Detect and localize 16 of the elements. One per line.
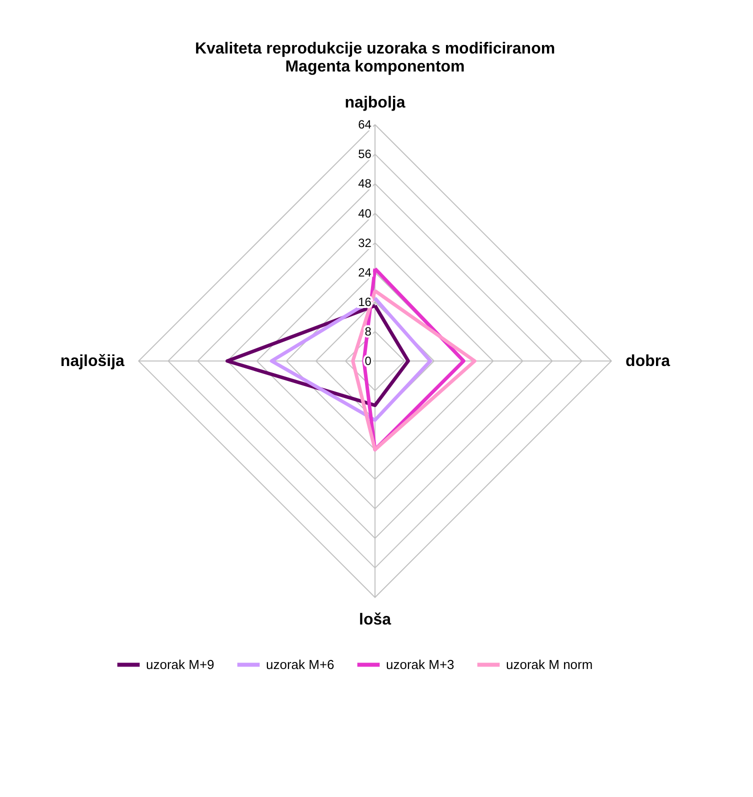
chart-title: Kvaliteta reprodukcije uzoraka s modificiranom Magenta komponentom [194,40,556,76]
spoke-label: najbolja [344,94,406,112]
legend-label: uzorak M norm [506,656,593,672]
y-tick-label: 24 [358,265,372,280]
legend-label: uzorak M+6 [266,656,334,672]
legend-label: uzorak M+3 [386,656,454,672]
y-tick-label: 40 [358,206,372,220]
y-tick-label: 56 [358,147,372,162]
spoke-label: dobra [626,353,670,370]
y-tick-label: 64 [358,118,372,132]
spoke-label: loša [358,612,392,629]
y-tick-label: 16 [358,294,372,309]
spoke-label: najlošija [60,353,125,370]
legend-label: uzorak M+9 [146,656,214,672]
y-tick-label: 32 [358,236,372,250]
y-tick-label: 48 [358,176,372,191]
